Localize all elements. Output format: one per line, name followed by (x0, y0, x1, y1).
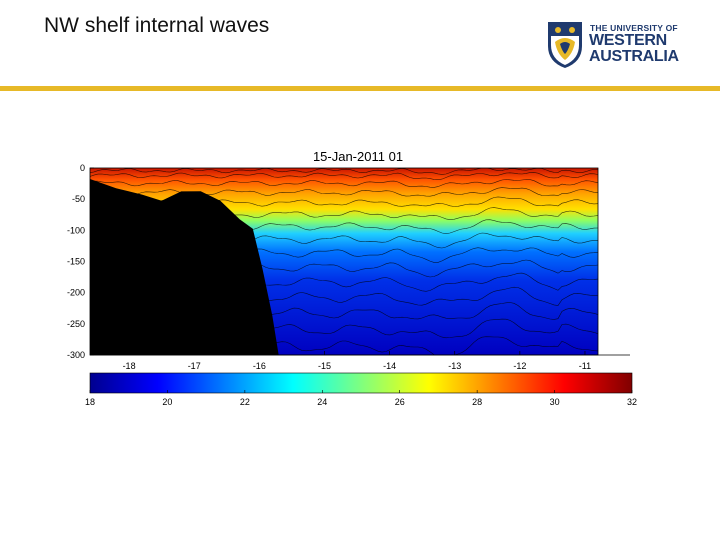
colorbar-tick-label: 18 (85, 397, 95, 407)
isotherm-line (90, 168, 598, 175)
x-tick-label: -14 (383, 361, 396, 371)
y-tick-label: -300 (67, 350, 85, 360)
isotherm-line (90, 172, 598, 181)
logo-line-3: AUSTRALIA (589, 48, 679, 65)
x-axis: -18 -17 -16 -15 -14 -13 -12 -11 (90, 351, 630, 371)
y-tick-label: -250 (67, 319, 85, 329)
colorbar-tick-label: 26 (395, 397, 405, 407)
colorbar-tick-label: 32 (627, 397, 637, 407)
isotherm-line (90, 187, 598, 197)
colorbar-tick-label: 28 (472, 397, 482, 407)
logo-line-1: THE UNIVERSITY OF (590, 23, 678, 33)
colorbar-tick-label: 24 (317, 397, 327, 407)
x-tick-label: -17 (188, 361, 201, 371)
colorbar-tick-label: 30 (550, 397, 560, 407)
y-tick-label: 0 (80, 163, 85, 173)
plot-area (90, 168, 598, 355)
colorbar-axis: 18 20 22 24 26 28 30 32 (85, 390, 637, 407)
x-tick-label: -13 (448, 361, 461, 371)
y-tick-label: -150 (67, 257, 85, 267)
x-tick-label: -18 (123, 361, 136, 371)
seafloor-bathymetry (90, 179, 279, 355)
slide-title: NW shelf internal waves (44, 14, 270, 37)
colorbar-tick-label: 22 (240, 397, 250, 407)
y-tick-label: -200 (67, 288, 85, 298)
colorbar (89, 372, 633, 394)
y-tick-label: -100 (67, 225, 85, 235)
chart-title: 15-Jan-2011 01 (313, 149, 403, 164)
header-rule (0, 86, 720, 91)
y-tick-label: -50 (72, 194, 85, 204)
colorbar-tick-label: 20 (162, 397, 172, 407)
university-crest-icon (548, 22, 582, 68)
x-tick-label: -15 (318, 361, 331, 371)
x-tick-label: -16 (253, 361, 266, 371)
isotherm-line (90, 179, 598, 188)
logo-line-2: WESTERN (589, 32, 667, 49)
x-tick-label: -11 (579, 361, 591, 371)
x-tick-label: -12 (513, 361, 526, 371)
university-logo: THE UNIVERSITY OF WESTERN AUSTRALIA (546, 20, 686, 70)
